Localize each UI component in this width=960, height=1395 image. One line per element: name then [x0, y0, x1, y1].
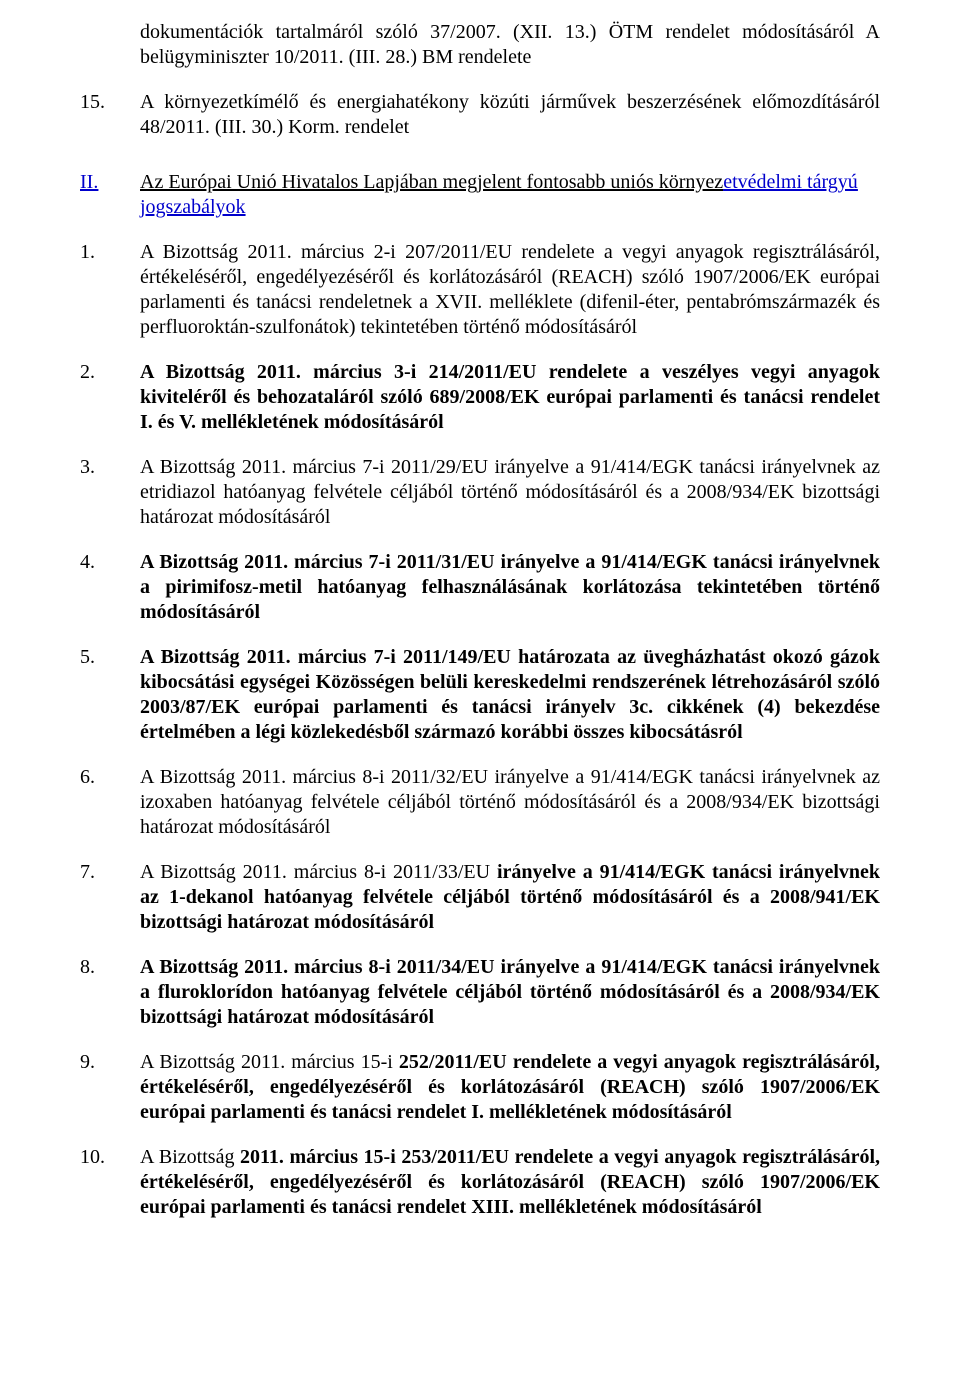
item-number: 7. [80, 860, 140, 935]
item-text: A Bizottság 2011. március 15-i 253/2011/… [140, 1145, 880, 1220]
item-text: A Bizottság 2011. március 8-i 2011/34/EU… [140, 955, 880, 1030]
list-item: 6.A Bizottság 2011. március 8-i 2011/32/… [80, 765, 880, 840]
item-text: A Bizottság 2011. március 2-i 207/2011/E… [140, 240, 880, 340]
item-text: A Bizottság 2011. március 7-i 2011/149/E… [140, 645, 880, 745]
document-page: dokumentációk tartalmáról szóló 37/2007.… [0, 0, 960, 1280]
item-text: A Bizottság 2011. március 3-i 214/2011/E… [140, 360, 880, 435]
item-number: 6. [80, 765, 140, 840]
section-title: Az Európai Unió Hivatalos Lapjában megje… [140, 170, 880, 220]
item-number: 5. [80, 645, 140, 745]
top-item: 15. A környezetkímélő és energiahatékony… [80, 90, 880, 140]
item-text: A környezetkímélő és energiahatékony köz… [140, 90, 880, 140]
item-text: A Bizottság 2011. március 8-i 2011/32/EU… [140, 765, 880, 840]
section-number: II. [80, 170, 140, 220]
top-item: dokumentációk tartalmáról szóló 37/2007.… [80, 20, 880, 70]
items-list: 1.A Bizottság 2011. március 2-i 207/2011… [80, 240, 880, 1220]
item-text-lead: A Bizottság 2011. március 8-i 2011/33/EU [140, 861, 497, 883]
item-text-bold: 2011. március 15-i 253/2011/EU rendelete… [140, 1146, 880, 1218]
item-text-lead: A Bizottság 2011. március 15-i [140, 1051, 399, 1073]
item-text-lead: A Bizottság [140, 1146, 240, 1168]
list-item: 3.A Bizottság 2011. március 7-i 2011/29/… [80, 455, 880, 530]
item-number: 8. [80, 955, 140, 1030]
item-number [80, 20, 140, 70]
item-text: dokumentációk tartalmáról szóló 37/2007.… [140, 20, 880, 70]
item-number: 2. [80, 360, 140, 435]
list-item: 4.A Bizottság 2011. március 7-i 2011/31/… [80, 550, 880, 625]
item-text: A Bizottság 2011. március 15-i 252/2011/… [140, 1050, 880, 1125]
list-item: 5.A Bizottság 2011. március 7-i 2011/149… [80, 645, 880, 745]
section-number-link[interactable]: II. [80, 171, 98, 193]
list-item: 10.A Bizottság 2011. március 15-i 253/20… [80, 1145, 880, 1220]
item-text: A Bizottság 2011. március 7-i 2011/31/EU… [140, 550, 880, 625]
item-number: 15. [80, 90, 140, 140]
list-item: 7.A Bizottság 2011. március 8-i 2011/33/… [80, 860, 880, 935]
section-heading: II. Az Európai Unió Hivatalos Lapjában m… [80, 170, 880, 220]
item-number: 3. [80, 455, 140, 530]
list-item: 9.A Bizottság 2011. március 15-i 252/201… [80, 1050, 880, 1125]
item-text: A Bizottság 2011. március 8-i 2011/33/EU… [140, 860, 880, 935]
item-number: 9. [80, 1050, 140, 1125]
item-number: 1. [80, 240, 140, 340]
section-title-plain: Az Európai Unió Hivatalos Lapjában megje… [140, 171, 723, 193]
list-item: 1.A Bizottság 2011. március 2-i 207/2011… [80, 240, 880, 340]
item-number: 4. [80, 550, 140, 625]
list-item: 2.A Bizottság 2011. március 3-i 214/2011… [80, 360, 880, 435]
item-number: 10. [80, 1145, 140, 1220]
item-text: A Bizottság 2011. március 7-i 2011/29/EU… [140, 455, 880, 530]
list-item: 8.A Bizottság 2011. március 8-i 2011/34/… [80, 955, 880, 1030]
